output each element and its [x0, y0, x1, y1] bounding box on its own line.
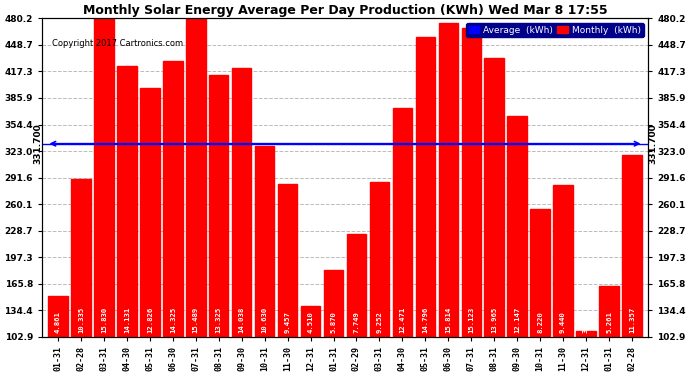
Bar: [140, 88, 159, 375]
Bar: [576, 330, 596, 375]
Bar: [622, 155, 642, 375]
Text: 13.325: 13.325: [216, 306, 221, 333]
Text: 4.510: 4.510: [308, 311, 313, 333]
Bar: [278, 184, 297, 375]
Bar: [484, 58, 504, 375]
Text: 3.559: 3.559: [583, 311, 589, 333]
Text: 14.038: 14.038: [239, 306, 245, 333]
Text: 14.796: 14.796: [422, 306, 428, 333]
Text: 9.457: 9.457: [284, 311, 290, 333]
Text: 10.630: 10.630: [262, 306, 268, 333]
Bar: [439, 23, 458, 375]
Text: 9.252: 9.252: [377, 311, 382, 333]
Text: 10.335: 10.335: [78, 306, 84, 333]
Text: 331.700: 331.700: [648, 123, 657, 164]
Text: 12.826: 12.826: [147, 306, 153, 333]
Text: 7.749: 7.749: [353, 311, 359, 333]
Bar: [531, 209, 550, 375]
Text: 15.489: 15.489: [193, 306, 199, 333]
Bar: [209, 75, 228, 375]
Text: 15.814: 15.814: [445, 306, 451, 333]
Bar: [163, 61, 183, 375]
Bar: [346, 234, 366, 375]
Bar: [255, 146, 275, 375]
Bar: [600, 286, 619, 375]
Bar: [71, 179, 90, 375]
Text: 5.870: 5.870: [331, 311, 337, 333]
Bar: [553, 184, 573, 375]
Text: 15.830: 15.830: [101, 306, 107, 333]
Bar: [393, 108, 412, 375]
Text: 15.123: 15.123: [469, 306, 474, 333]
Legend: Average  (kWh), Monthly  (kWh): Average (kWh), Monthly (kWh): [466, 23, 644, 37]
Text: 12.471: 12.471: [400, 306, 406, 333]
Text: Copyright 2017 Cartronics.com: Copyright 2017 Cartronics.com: [52, 39, 183, 48]
Bar: [94, 9, 114, 375]
Bar: [232, 68, 251, 375]
Text: 11.357: 11.357: [629, 306, 635, 333]
Text: 9.440: 9.440: [560, 311, 566, 333]
Text: 5.261: 5.261: [606, 311, 612, 333]
Text: 14.131: 14.131: [124, 306, 130, 333]
Bar: [507, 116, 527, 375]
Text: 331.700: 331.700: [33, 123, 42, 164]
Text: 14.325: 14.325: [170, 306, 176, 333]
Bar: [370, 182, 389, 375]
Bar: [117, 66, 137, 375]
Title: Monthly Solar Energy Average Per Day Production (KWh) Wed Mar 8 17:55: Monthly Solar Energy Average Per Day Pro…: [83, 4, 607, 17]
Text: 13.965: 13.965: [491, 306, 497, 333]
Bar: [48, 297, 68, 375]
Text: 12.147: 12.147: [514, 306, 520, 333]
Text: 8.220: 8.220: [537, 311, 543, 333]
Bar: [186, 18, 206, 375]
Bar: [462, 28, 481, 375]
Text: 4.861: 4.861: [55, 311, 61, 333]
Bar: [301, 306, 320, 375]
Bar: [415, 36, 435, 375]
Bar: [324, 270, 344, 375]
